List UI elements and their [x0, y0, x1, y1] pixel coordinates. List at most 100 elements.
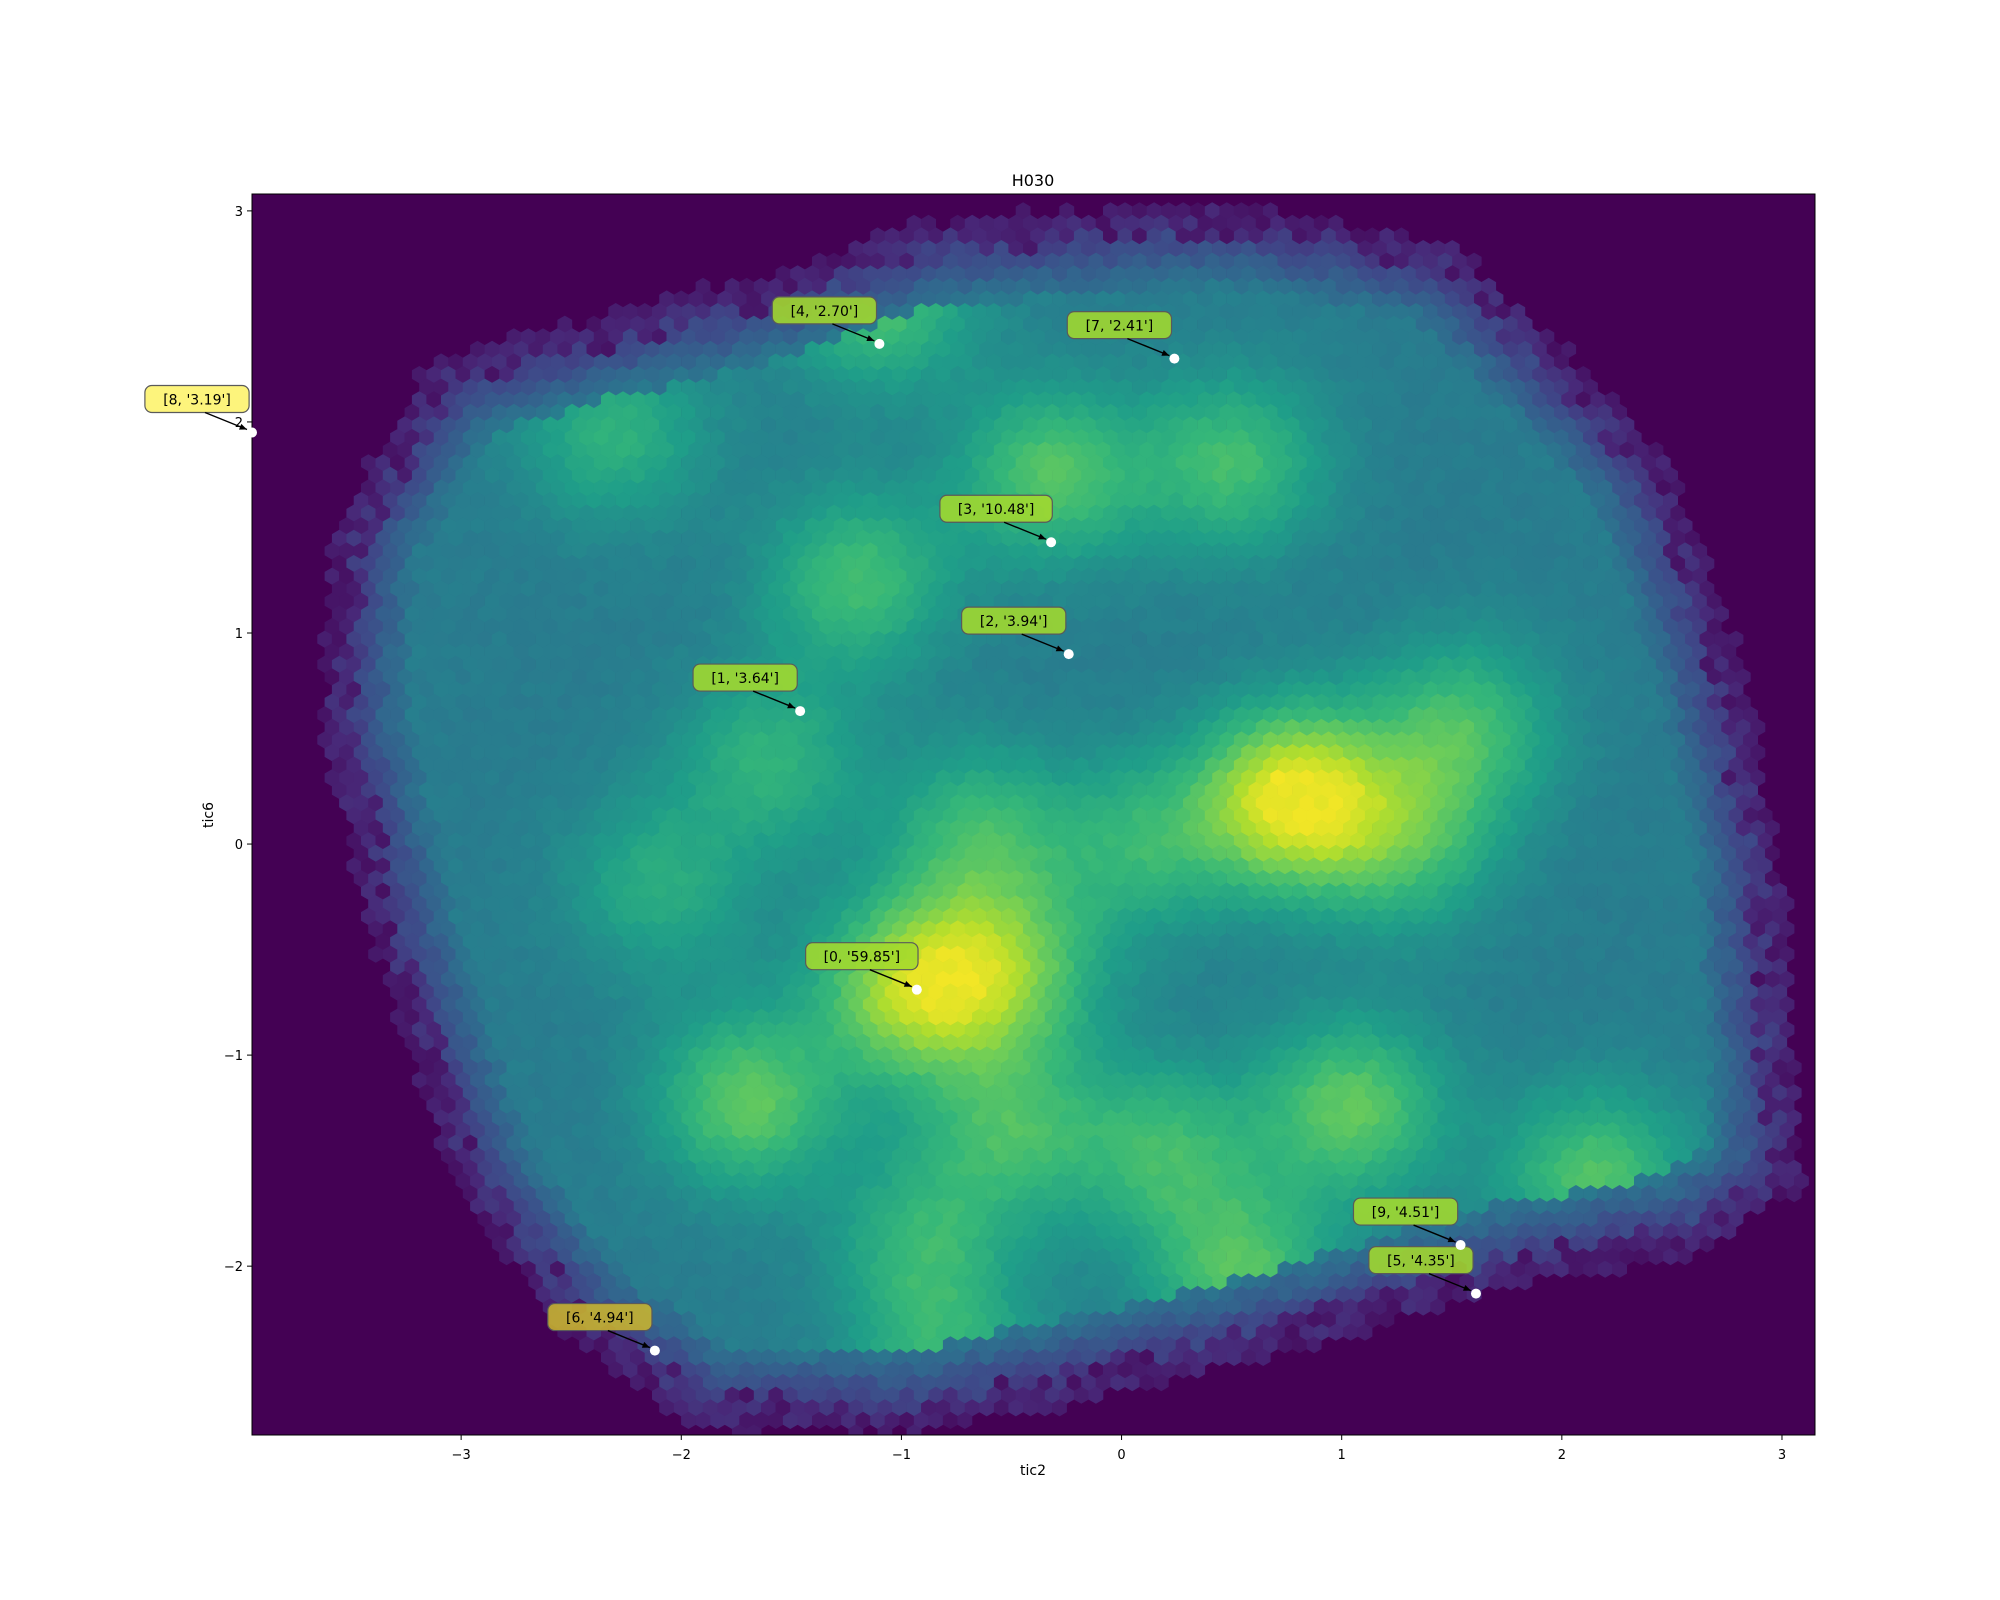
hexbin-cell: [1110, 240, 1126, 258]
hexbin-cell: [1444, 391, 1460, 409]
hexbin-cell: [710, 429, 725, 447]
hexbin-cell: [681, 303, 696, 321]
hexbin-cell: [1350, 353, 1366, 371]
hexbin-cell: [870, 429, 885, 447]
hexbin-cell: [870, 277, 885, 295]
hexbin-cell: [1175, 252, 1191, 270]
hexbin-cell: [1001, 328, 1016, 346]
hexbin-cell: [1255, 315, 1271, 333]
hexbin-cell: [1015, 252, 1031, 270]
hexbin-cell: [1364, 403, 1380, 421]
hexbin-cell: [1132, 252, 1147, 270]
hexbin-cell: [1364, 378, 1380, 396]
hexbin-cell: [979, 315, 995, 333]
hexbin-cell: [1124, 214, 1140, 232]
hexbin-cell: [782, 277, 798, 295]
hexbin-cell: [1030, 378, 1046, 396]
hexbin-cell: [1066, 214, 1082, 232]
hexbin-cell: [1343, 340, 1358, 358]
hexbin-cell: [681, 328, 696, 346]
hexbin-cell: [1255, 366, 1271, 384]
hexbin-cell: [1474, 391, 1489, 409]
hexbin-cell: [652, 303, 667, 321]
hexbin-cell: [1175, 227, 1191, 245]
hexbin-cell: [1474, 366, 1489, 384]
hexbin-cell: [1430, 366, 1446, 384]
hexbin-cell: [1277, 378, 1293, 396]
hexbin-cell: [724, 277, 740, 295]
hexbin-cell: [732, 416, 747, 434]
hexbin-cell: [622, 429, 638, 447]
hexbin-cell: [935, 265, 951, 283]
hexbin-cell: [1321, 328, 1337, 346]
hexbin-cell: [884, 303, 900, 321]
hexbin-cell: [1263, 403, 1278, 421]
hexbin-cell: [1503, 416, 1518, 434]
hexbin-cell: [1146, 227, 1162, 245]
hexbin-cell: [1328, 290, 1344, 308]
hexbin-cell: [1321, 403, 1337, 421]
hexbin-cell: [942, 429, 958, 447]
hexbin-cell: [1248, 252, 1264, 270]
hexbin-cell: [390, 429, 405, 447]
hexbin-cell: [877, 240, 893, 258]
hexbin-cell: [1226, 315, 1242, 333]
hexbin-cell: [892, 265, 907, 283]
hexbin-cell: [1168, 391, 1184, 409]
hexbin-cell: [1030, 227, 1046, 245]
hexbin-cell: [1328, 416, 1344, 434]
hexbin-cell: [637, 353, 653, 371]
hexbin-cell: [681, 378, 696, 396]
hexbin-cell: [1444, 265, 1460, 283]
hexbin-cell: [1408, 328, 1424, 346]
hexbin-cell: [833, 340, 849, 358]
hexbin-cell: [1001, 429, 1016, 447]
hexbin-cell: [1052, 214, 1067, 232]
hexbin-cell: [1103, 202, 1118, 220]
hexbin-cell: [484, 366, 500, 384]
hexbin-cell: [1066, 366, 1082, 384]
hexbin-cell: [1008, 290, 1024, 308]
hexbin-cell: [521, 378, 536, 396]
hexbin-cell: [1270, 265, 1286, 283]
hexbin-cell: [550, 378, 565, 396]
hexbin-cell: [1204, 328, 1220, 346]
hexbin-cell: [782, 378, 798, 396]
hexbin-cell: [1335, 303, 1351, 321]
hexbin-cell: [797, 328, 813, 346]
hexbin-cell: [1452, 303, 1467, 321]
hexbin-cell: [659, 416, 675, 434]
hexbin-cell: [1081, 214, 1096, 232]
hexbin-cell: [615, 391, 631, 409]
hexbin-cell: [768, 353, 784, 371]
hexbin-cell: [1357, 340, 1373, 358]
hexbin-cell: [652, 378, 667, 396]
hexbin-cell: [1299, 391, 1315, 409]
hexbin-cell: [1423, 328, 1438, 346]
hexbin-cell: [1292, 353, 1307, 371]
hexbin-cell: [739, 378, 755, 396]
hexbin-cell: [1466, 353, 1482, 371]
hexbin-cell: [928, 328, 944, 346]
hexbin-cell: [862, 366, 878, 384]
hexbin-cell: [411, 391, 427, 409]
hexbin-cell: [753, 277, 769, 295]
hexbin-cell: [404, 429, 420, 447]
hexbin-cell: [782, 328, 798, 346]
hexbin-cell: [1408, 429, 1424, 447]
hexbin-cell: [1503, 315, 1518, 333]
hexbin-cell: [1110, 340, 1126, 358]
hexbin-cell: [1139, 265, 1155, 283]
hexbin-cell: [1241, 290, 1256, 308]
hexbin-cell: [491, 403, 507, 421]
hexbin-cell: [579, 328, 595, 346]
hexbin-cell: [993, 214, 1009, 232]
hexbin-cell: [1604, 391, 1620, 409]
hexbin-cell: [1379, 429, 1395, 447]
hexbin-cell: [1517, 391, 1533, 409]
hexbin-cell: [950, 240, 966, 258]
hexbin-cell: [986, 227, 1002, 245]
hexbin-cell: [1168, 290, 1184, 308]
hexbin-cell: [1284, 416, 1300, 434]
hexbin-cell: [1313, 240, 1329, 258]
